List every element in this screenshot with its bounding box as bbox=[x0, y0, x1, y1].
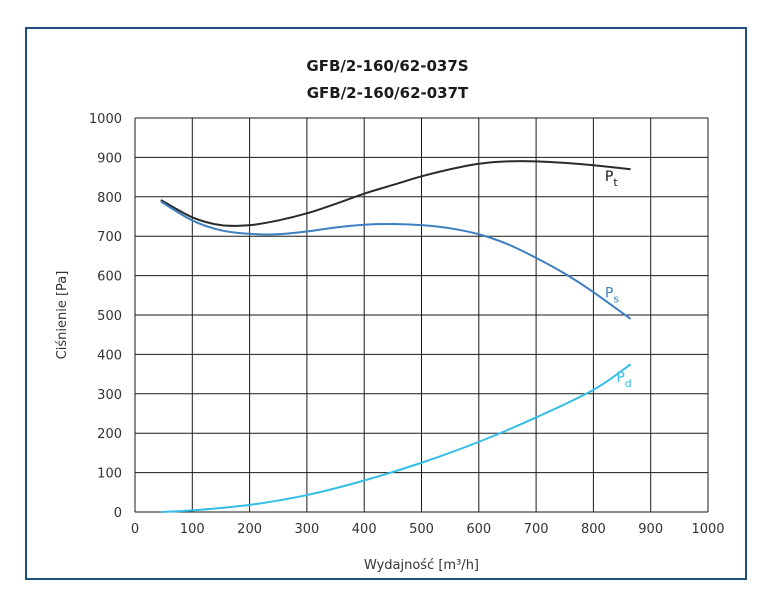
y-tick-label: 1000 bbox=[89, 112, 122, 127]
series-label-pt: Pt bbox=[605, 169, 618, 189]
x-tick-label: 0 bbox=[131, 522, 139, 537]
x-tick-label: 600 bbox=[466, 522, 491, 537]
y-tick-label: 200 bbox=[97, 427, 122, 442]
y-tick-label: 0 bbox=[114, 506, 122, 521]
y-tick-label: 500 bbox=[97, 309, 122, 324]
y-tick-label: 800 bbox=[97, 191, 122, 206]
series-line-ps bbox=[160, 200, 632, 320]
chart-subtitle: GFB/2-160/62-037T bbox=[306, 84, 469, 102]
series-line-pt bbox=[160, 160, 631, 227]
y-axis-label: Ciśnienie [Pa] bbox=[55, 271, 70, 360]
chart-title: GFB/2-160/62-037S bbox=[306, 57, 469, 75]
y-tick-label: 700 bbox=[97, 230, 122, 245]
x-tick-label: 800 bbox=[581, 522, 606, 537]
series-line-pd bbox=[160, 363, 632, 513]
x-tick-label: 900 bbox=[638, 522, 663, 537]
y-tick-label: 900 bbox=[97, 151, 122, 166]
x-tick-label: 1000 bbox=[691, 522, 724, 537]
x-tick-label: 500 bbox=[409, 522, 434, 537]
x-tick-label: 400 bbox=[352, 522, 377, 537]
x-tick-label: 200 bbox=[237, 522, 262, 537]
x-tick-label: 700 bbox=[524, 522, 549, 537]
chart-frame bbox=[25, 27, 747, 580]
x-tick-label: 300 bbox=[294, 522, 319, 537]
y-tick-label: 300 bbox=[97, 388, 122, 403]
y-tick-label: 100 bbox=[97, 467, 122, 482]
y-tick-label: 600 bbox=[97, 270, 122, 285]
y-tick-label: 400 bbox=[97, 348, 122, 363]
x-tick-label: 100 bbox=[180, 522, 205, 537]
x-axis-label: Wydajność [m³/h] bbox=[364, 558, 479, 573]
series-label-pd: Pd bbox=[616, 370, 631, 390]
series-label-ps: Ps bbox=[605, 285, 619, 305]
